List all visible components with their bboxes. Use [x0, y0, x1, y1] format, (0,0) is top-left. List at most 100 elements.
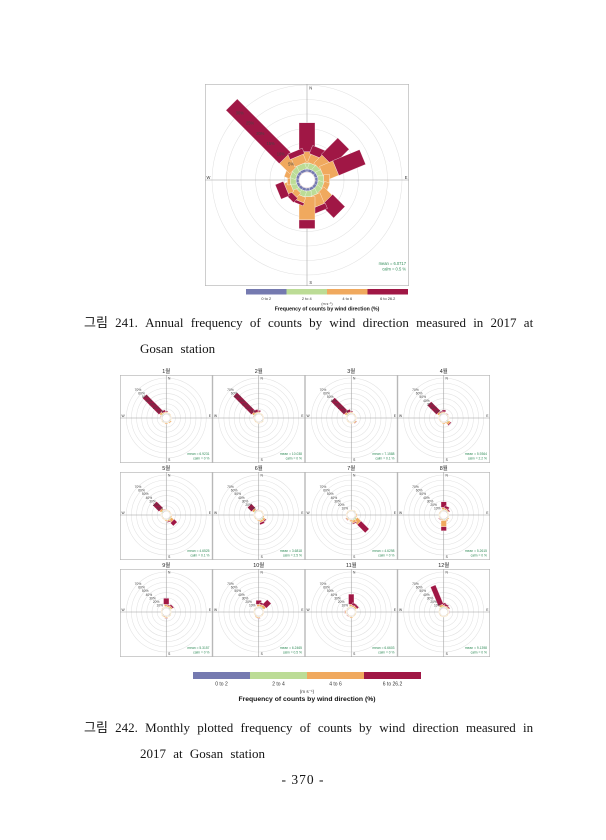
- compass-e-label: E: [301, 511, 304, 515]
- rose-sector-SE-bin3: [170, 518, 178, 527]
- compass-s-label: S: [168, 555, 171, 559]
- ring-label-50: 50%: [419, 492, 426, 496]
- ring-label-30: 30%: [149, 499, 156, 503]
- rose-sector-NE-bin3: [321, 137, 350, 166]
- ring-label-40: 40%: [423, 399, 430, 403]
- compass-n-label: N: [168, 571, 171, 575]
- ring-label-30: 30%: [427, 596, 434, 600]
- compass-w-label: W: [399, 608, 403, 612]
- legend-units-label: (m s⁻¹): [321, 302, 332, 306]
- ring-label-20: 20%: [245, 600, 252, 604]
- legend-swatch-2: [307, 672, 364, 679]
- ring-label-60: 60%: [231, 586, 238, 590]
- compass-s-label: S: [353, 555, 356, 559]
- rose-sector-SW-bin3: [438, 517, 442, 521]
- ring-label-40: 40%: [146, 496, 153, 500]
- ring-label-60: 60%: [138, 586, 145, 590]
- rose-sector-NW-bin3: [152, 501, 164, 512]
- month-title-3: 3월: [347, 367, 355, 375]
- ring-label-20: 20%: [153, 600, 160, 604]
- compass-w-label: W: [214, 511, 218, 515]
- figure-242-caption-line1: 그림 242. Monthly plotted frequency of cou…: [84, 720, 534, 735]
- ring-label-10: 10%: [341, 507, 348, 511]
- compass-n-label: N: [353, 474, 356, 478]
- ring-label-50: 50%: [142, 492, 149, 496]
- mean-annotation: mean = 5.9364: [465, 452, 487, 456]
- rose-sector-NNW-bin3: [161, 409, 167, 414]
- compass-w-label: W: [307, 608, 311, 612]
- mean-annotation: mean = 10.038: [280, 452, 302, 456]
- calm-annotation: calm = 0 %: [471, 651, 487, 655]
- ring-label-70: 70%: [320, 388, 327, 392]
- ring-label-70: 70%: [227, 485, 234, 489]
- ring-label-40: 40%: [423, 496, 430, 500]
- rose-sector-NE-bin3: [354, 604, 360, 610]
- ring-label-40: 40%: [331, 399, 338, 403]
- legend-swatch-0: [193, 672, 250, 679]
- rose-sector-SE-bin3: [356, 520, 370, 534]
- rose-sector-NNW-bin2: [440, 509, 444, 512]
- compass-s-label: S: [168, 458, 171, 462]
- ring-label-20: 20%: [256, 131, 265, 136]
- compass-e-label: E: [394, 511, 397, 515]
- ring-label-25: 25%: [246, 121, 255, 126]
- compass-w-label: W: [307, 511, 311, 515]
- rose-sector-NE-bin3: [446, 508, 451, 513]
- rose-sector-S-bin2: [349, 519, 354, 522]
- ring-label-30: 30%: [149, 596, 156, 600]
- compass-n-label: N: [261, 474, 264, 478]
- compass-s-label: S: [446, 458, 449, 462]
- rose-sector-S-bin3: [298, 219, 316, 229]
- page-number: - 370 -: [281, 772, 325, 787]
- compass-e-label: E: [209, 414, 212, 418]
- rose-sector-SSE-bin3: [352, 521, 358, 525]
- ring-label-20: 20%: [430, 503, 437, 507]
- ring-label-20: 20%: [338, 503, 345, 507]
- ring-label-40: 40%: [146, 399, 153, 403]
- compass-s-label: S: [261, 458, 264, 462]
- rose-sector-NW-bin3: [330, 397, 349, 415]
- ring-label-70: 70%: [227, 388, 234, 392]
- mean-annotation: mean = 6.0717: [379, 261, 407, 266]
- legend-label-2: 4 to 6: [342, 296, 352, 301]
- ring-label-30: 30%: [242, 596, 249, 600]
- compass-n-label: N: [168, 377, 171, 381]
- ring-label-10: 10%: [434, 410, 441, 414]
- calm-annotation: calm = 0 %: [378, 554, 394, 558]
- ring-label-10: 10%: [434, 507, 441, 511]
- ring-label-20: 20%: [245, 503, 252, 507]
- ring-label-50: 50%: [327, 395, 334, 399]
- ring-label-20: 20%: [338, 406, 345, 410]
- rose-sector-NNW-bin3: [430, 584, 444, 607]
- compass-n-label: N: [168, 474, 171, 478]
- month-title-8: 8월: [440, 464, 448, 472]
- ring-label-60: 60%: [231, 392, 238, 396]
- mean-annotation: mean = 6.2465: [280, 646, 302, 650]
- legend-caption-label: Frequency of counts by wind direction (%…: [275, 307, 380, 313]
- mean-annotation: mean = 5.3157: [187, 646, 209, 650]
- calm-annotation: calm = 0 %: [193, 651, 209, 655]
- compass-s-label: S: [261, 555, 264, 559]
- compass-s-label: S: [353, 652, 356, 656]
- compass-n-label: N: [446, 571, 449, 575]
- ring-label-10: 10%: [156, 604, 163, 608]
- ring-label-20: 20%: [430, 600, 437, 604]
- rose-sector-NNW-bin3: [345, 408, 352, 414]
- compass-w-label: W: [214, 608, 218, 612]
- rose-sector-SE-bin3: [321, 194, 346, 219]
- calm-annotation: calm = 0.5 %: [382, 267, 406, 272]
- calm-annotation: calm = 2.2 %: [468, 457, 487, 461]
- rose-sector-NW-bin3: [225, 98, 291, 164]
- legend-swatch-0: [246, 289, 287, 295]
- ring-label-30: 30%: [242, 402, 249, 406]
- compass-w-label: W: [122, 511, 126, 515]
- mean-annotation: mean = 3.6818: [280, 549, 302, 553]
- figure-241-caption: 그림 241. Annual frequency of counts by wi…: [84, 310, 534, 362]
- ring-label-50: 50%: [419, 589, 426, 593]
- ring-label-10: 10%: [156, 410, 163, 414]
- rose-sector-SE-bin2: [168, 420, 172, 424]
- compass-s-label: S: [261, 652, 264, 656]
- rose-sector-N-bin3: [348, 593, 355, 605]
- legend-swatch-1: [250, 672, 307, 679]
